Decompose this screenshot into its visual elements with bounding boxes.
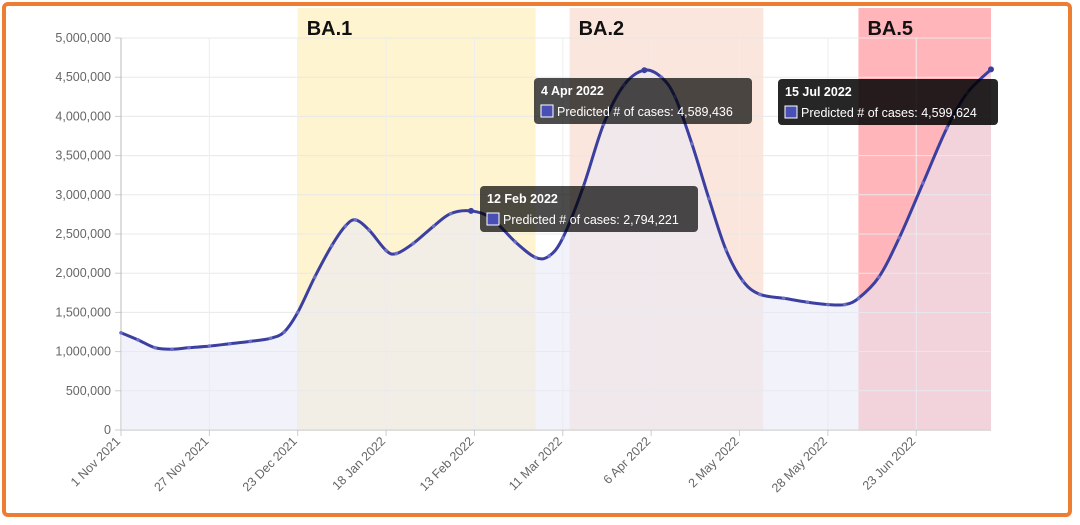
y-tick-label: 4,500,000 [55,70,111,84]
data-point [329,243,334,248]
data-point [384,248,388,253]
tooltip-anchor-point [988,66,994,73]
data-point [921,181,925,185]
tooltip-title: 4 Apr 2022 [541,84,604,98]
data-point [411,241,416,246]
data-point [448,211,453,216]
data-point [170,347,174,352]
tooltip-anchor-point [468,207,475,214]
data-point [295,310,300,315]
y-tick-label: 3,500,000 [55,149,111,163]
data-point [431,224,436,228]
data-point [394,251,399,256]
x-tick-label: 18 Jan 2022 [330,434,389,493]
data-point [207,344,212,348]
tooltip-swatch [540,104,554,118]
y-tick-label: 4,000,000 [55,109,111,123]
data-point [547,254,552,258]
tooltip-text: Predicted # of cases: 4,599,624 [801,106,977,120]
tooltip-1: 12 Feb 2022 Predicted # of cases: 2,794,2… [468,186,698,232]
data-point [856,296,861,301]
y-tick-label: 5,000,000 [55,31,111,45]
tooltip-box [480,186,698,232]
data-point [560,236,565,240]
tooltip-swatch [486,212,500,226]
tooltip-anchor-point [641,67,648,74]
data-point [805,300,810,305]
data-point [268,336,273,341]
y-tick-label: 2,000,000 [55,266,111,280]
tooltip-text: Predicted # of cases: 4,589,436 [557,105,733,119]
y-tick-label: 1,500,000 [55,305,111,319]
data-point [781,296,786,301]
data-point [248,339,252,344]
tooltip-3: 15 Jul 2022 Predicted # of cases: 4,599,6… [778,66,998,125]
data-point [724,247,728,252]
band-label-ba2: BA.2 [579,18,625,40]
data-point [353,218,358,222]
tooltip-title: 15 Jul 2022 [785,85,852,99]
x-tick-label: 28 May 2022 [769,434,830,495]
x-tick-label: 13 Feb 2022 [417,434,477,494]
data-point [897,236,902,240]
chart-frame [2,2,1072,517]
band-label-ba5: BA.5 [867,18,913,40]
data-point [136,338,140,342]
tooltip-box [534,78,752,124]
data-point [343,224,348,228]
data-point [153,345,157,350]
data-point [758,292,762,297]
x-tick-label: 1 Nov 2021 [68,434,123,489]
x-tick-label: 2 May 2022 [686,434,742,490]
data-point [741,279,745,283]
data-point [877,275,881,279]
data-point [707,196,711,201]
tooltip-box [778,79,998,125]
x-tick-label: 23 Dec 2021 [240,434,300,494]
data-point [826,302,830,307]
data-point [513,240,518,244]
y-tick-label: 3,000,000 [55,188,111,202]
tooltip-2: 4 Apr 2022 Predicted # of cases: 4,589,43… [534,67,752,124]
x-tick-label: 6 Apr 2022 [601,434,654,487]
data-point [282,330,286,334]
y-tick-label: 0 [104,423,111,437]
data-point [367,228,371,232]
data-point [843,302,847,307]
data-point [533,255,538,260]
y-tick-label: 2,500,000 [55,227,111,241]
tooltip-swatch [784,105,798,119]
y-tick-label: 500,000 [66,384,111,398]
data-point [312,275,317,279]
data-point [945,126,949,130]
tooltip-title: 12 Feb 2022 [487,192,558,206]
data-point [119,330,123,335]
data-point [227,341,232,346]
x-tick-label: 23 Jun 2022 [860,434,919,493]
tooltip-text: Predicted # of cases: 2,794,221 [503,213,679,227]
band-label-ba1: BA.1 [307,18,353,40]
data-point [690,142,694,146]
x-tick-label: 11 Mar 2022 [506,434,565,493]
x-tick-label: 27 Nov 2021 [151,434,211,494]
y-tick-label: 1,000,000 [55,345,111,359]
data-point [187,345,191,350]
